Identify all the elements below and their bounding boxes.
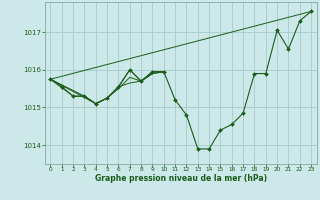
X-axis label: Graphe pression niveau de la mer (hPa): Graphe pression niveau de la mer (hPa) [95, 174, 267, 183]
